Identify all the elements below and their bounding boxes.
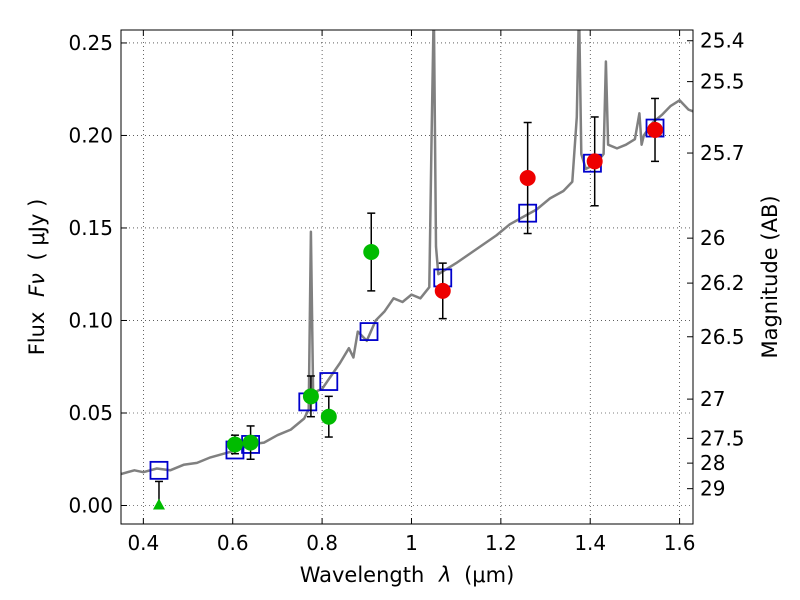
nir-detection-point: [519, 170, 536, 187]
y-axis-label: Flux Fν ( μJy ): [25, 199, 49, 356]
magnitude-tick-label: 27.5: [700, 426, 745, 450]
grid-lines: [121, 30, 693, 524]
magnitude-tick-label: 26: [700, 226, 725, 250]
magnitude-tick-label: 25.5: [700, 70, 745, 94]
upper-limit-triangle: [152, 498, 165, 510]
y-tick-label: 0.20: [68, 123, 113, 147]
magnitude-tick-label: 28: [700, 451, 725, 475]
magnitude-tick-label: 29: [700, 477, 725, 501]
y2-axis-label: Magnitude (AB): [758, 195, 782, 358]
optical-detection-point: [320, 408, 337, 425]
model-photometry-square: [149, 460, 169, 480]
magnitude-tick-label: 26.2: [700, 271, 745, 295]
optical-detection-point: [363, 244, 380, 261]
plot-background: [121, 30, 693, 524]
y-label-symbol: Fν: [25, 273, 49, 297]
optical-detection-point: [302, 388, 319, 405]
x-label-unit: (μm): [464, 563, 514, 587]
y-tick-label: 0.15: [68, 216, 113, 240]
nir-detection-point: [434, 282, 451, 299]
y-label-unit: ( μJy ): [25, 199, 49, 261]
x-label-prefix: Wavelength: [300, 563, 425, 587]
x-tick-label: 0.8: [306, 531, 338, 555]
model-spectrum: [121, 30, 693, 476]
y-tick-label: 0.10: [68, 308, 113, 332]
y-tick-label: 0.05: [68, 401, 113, 425]
model-photometry-square: [319, 372, 339, 391]
x-tick-label: 1.6: [664, 531, 696, 555]
nir-detection-point: [586, 153, 603, 170]
y-label-prefix: Flux: [25, 312, 49, 356]
x-tick-label: 1.2: [485, 531, 517, 555]
optical-detection-point: [242, 434, 259, 451]
magnitude-tick-label: 25.4: [700, 29, 745, 53]
y-tick-label: 0.25: [68, 31, 113, 55]
x-axis-label: Wavelength λ (μm): [300, 563, 515, 587]
x-tick-label: 0.6: [217, 531, 249, 555]
magnitude-tick-label: 27: [700, 387, 725, 411]
y-tick-label: 0.00: [68, 493, 113, 517]
magnitude-tick-label: 26.5: [700, 325, 745, 349]
data-markers: [149, 97, 665, 510]
x-label-symbol: λ: [438, 563, 451, 587]
plot-frame: [120, 29, 694, 525]
x-tick-label: 0.4: [127, 531, 159, 555]
nir-detection-point: [647, 121, 664, 138]
magnitude-tick-label: 25.7: [700, 141, 745, 165]
y-axis-ticks: 0.00 0.05 0.10 0.15 0.20 0.25: [68, 31, 127, 517]
model-photometry-square: [359, 322, 379, 341]
spectrum-line: [121, 30, 693, 476]
x-axis-ticks: 0.4 0.6 0.8 1 1.2 1.4 1.6: [127, 30, 696, 555]
x-tick-label: 1: [405, 531, 418, 555]
x-tick-label: 1.4: [574, 531, 606, 555]
optical-detection-point: [226, 436, 243, 453]
